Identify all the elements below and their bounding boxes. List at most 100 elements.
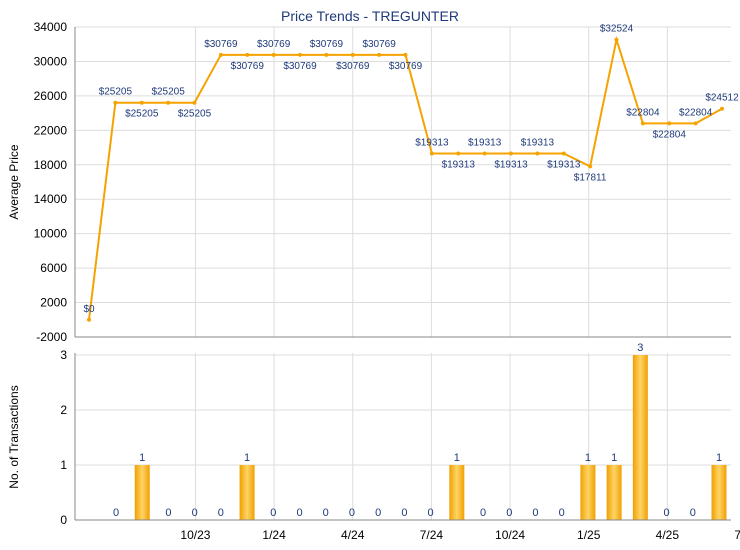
top-y-axis-label: Average Price	[7, 144, 21, 219]
transaction-bar-label: 0	[428, 507, 434, 519]
top-y-tick-label: 6000	[40, 261, 67, 275]
price-point	[482, 151, 487, 156]
x-tick-label: 7/25	[734, 528, 740, 542]
bottom-y-tick-label: 1	[60, 458, 67, 472]
price-point	[87, 317, 91, 322]
price-data-label: $25205	[151, 87, 185, 98]
price-point	[245, 52, 250, 57]
price-data-labels: $0 $25205 $25205 $25205 $25205 $30769 $30769 $3…	[83, 24, 739, 315]
transaction-bar-label: 1	[139, 452, 145, 464]
price-point	[218, 52, 223, 57]
x-tick-label: 10/23	[180, 528, 210, 542]
price-data-label: $30769	[283, 61, 317, 72]
price-data-label: $32524	[600, 24, 634, 35]
price-data-label: $19313	[521, 137, 555, 148]
top-y-tick-label: 2000	[40, 296, 67, 310]
bottom-y-axis-label: No. of Transactions	[7, 385, 21, 488]
transaction-bar	[580, 465, 596, 520]
transaction-bar-label: 0	[506, 507, 512, 519]
price-point	[561, 151, 566, 156]
top-y-tick-label: 26000	[34, 89, 68, 103]
price-data-label: $30769	[336, 61, 370, 72]
top-y-tick-label: 18000	[34, 158, 68, 172]
top-y-tick-label: 10000	[34, 227, 68, 241]
price-line-plot: -2000 2000 6000 10000 14000 18000 22000 26000 30…	[7, 20, 739, 344]
price-point	[456, 151, 461, 156]
top-y-tick-label: -2000	[36, 330, 67, 344]
chart-title: Price Trends - TREGUNTER	[281, 8, 459, 24]
price-data-label: $19313	[442, 159, 476, 170]
price-point	[403, 52, 408, 57]
top-x-gridlines	[194, 27, 668, 337]
bottom-plot-area	[75, 353, 731, 520]
price-point	[667, 121, 672, 126]
transaction-bar-label: 1	[454, 452, 460, 464]
x-tick-label: 1/25	[577, 528, 601, 542]
transaction-bar-label: 0	[690, 507, 696, 519]
top-y-tick-label: 14000	[34, 192, 68, 206]
transactions-bar-plot: 0 1 2 3 0 1 0 0 0 1 0 0 0 0 0 0 0 1 0 0 0 0 1 1 3 0 0 1 10/23 1/24 4…	[7, 342, 740, 542]
transaction-bar-label: 0	[270, 507, 276, 519]
transaction-bar-label: 1	[585, 452, 591, 464]
price-point	[693, 121, 698, 126]
price-point	[271, 52, 276, 57]
price-point	[324, 52, 329, 57]
transaction-bar-label: 0	[113, 507, 119, 519]
transaction-bar-label: 0	[218, 507, 224, 519]
transaction-bar-label: 1	[611, 452, 617, 464]
bottom-y-tick-labels: 0 1 2 3	[60, 348, 67, 527]
transaction-bar-labels: 0 1 0 0 0 1 0 0 0 0 0 0 0 1 0 0 0 0 1 1 3 0 0 1	[113, 342, 722, 519]
price-data-label: $25205	[178, 109, 212, 120]
transaction-bar-label: 0	[401, 507, 407, 519]
price-point	[640, 121, 645, 126]
price-point	[720, 106, 724, 111]
transaction-bar-label: 0	[296, 507, 302, 519]
price-data-label: $19313	[415, 137, 449, 148]
transaction-bar	[606, 465, 622, 520]
price-data-label: $25205	[99, 87, 133, 98]
transaction-bar-label: 0	[323, 507, 329, 519]
transaction-bar-label: 0	[532, 507, 538, 519]
top-y-tick-label: 34000	[34, 20, 68, 34]
price-data-label: $30769	[204, 39, 238, 50]
price-point	[614, 37, 619, 42]
price-point	[166, 100, 171, 105]
price-data-label: $30769	[257, 39, 291, 50]
transaction-bar	[632, 355, 648, 520]
price-data-label: $30769	[362, 39, 396, 50]
transaction-bar-label: 0	[165, 507, 171, 519]
price-point	[350, 52, 355, 57]
price-point	[192, 100, 197, 105]
transaction-bar-label: 0	[192, 507, 198, 519]
transaction-bar-label: 1	[244, 452, 250, 464]
transaction-bar	[711, 465, 727, 520]
price-data-label: $19313	[547, 159, 581, 170]
price-data-label: $30769	[310, 39, 344, 50]
price-point	[377, 52, 382, 57]
transaction-bar	[449, 465, 465, 520]
price-point	[298, 52, 302, 57]
price-point	[588, 164, 593, 169]
top-grid	[75, 26, 731, 338]
transaction-bar-label: 0	[375, 507, 381, 519]
bottom-y-tick-label: 0	[60, 513, 67, 527]
transaction-bar	[239, 465, 255, 520]
transaction-bar-label: 0	[664, 507, 670, 519]
x-tick-label: 10/24	[495, 528, 525, 542]
bottom-x-tick-labels: 10/23 1/24 4/24 7/24 10/24 1/25 4/25 7/25	[180, 528, 740, 542]
bottom-y-tick-label: 2	[60, 403, 67, 417]
bottom-y-tick-label: 3	[60, 348, 67, 362]
price-data-label: $25205	[125, 109, 159, 120]
top-y-tick-labels: -2000 2000 6000 10000 14000 18000 22000 26000 30…	[34, 20, 68, 344]
price-data-label: $19313	[494, 159, 528, 170]
price-data-label: $30769	[231, 61, 265, 72]
price-data-label: $0	[83, 304, 95, 315]
transaction-bar	[134, 465, 150, 520]
price-point	[429, 151, 434, 156]
transaction-bar-label: 0	[480, 507, 486, 519]
x-tick-label: 7/24	[420, 528, 444, 542]
transaction-bars	[134, 355, 727, 520]
price-data-label: $22804	[626, 107, 660, 118]
x-tick-label: 4/25	[656, 528, 680, 542]
